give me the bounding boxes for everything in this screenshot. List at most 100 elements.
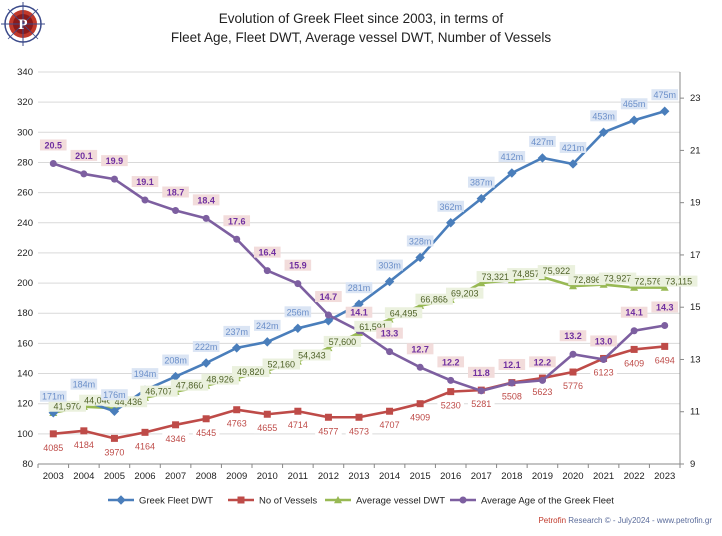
data-label: 421m <box>562 143 585 153</box>
data-label: 61,591 <box>359 322 387 332</box>
series-line <box>52 109 666 414</box>
data-point <box>459 496 467 504</box>
footer-text: Research © - July2024 - www.petrofin.gr <box>566 516 712 525</box>
y-left-tick-label: 300 <box>17 127 33 138</box>
data-label-bg <box>284 306 312 318</box>
data-label-bg <box>384 307 423 319</box>
data-label: 13.3 <box>381 329 399 339</box>
y-left-tick-label: 280 <box>17 157 33 168</box>
data-label: 13.0 <box>595 336 613 346</box>
data-label: 20.5 <box>45 140 63 150</box>
data-label: 17.6 <box>228 216 246 226</box>
data-point <box>202 415 210 423</box>
data-point <box>232 343 242 353</box>
data-label: 66,868 <box>420 295 448 305</box>
y-left-tick-label: 240 <box>17 218 33 229</box>
data-point <box>447 388 455 396</box>
x-tick-label: 2010 <box>257 471 278 482</box>
data-point <box>660 283 669 291</box>
data-label: 6409 <box>624 358 644 368</box>
data-label-bg <box>109 396 148 408</box>
data-point <box>416 363 424 371</box>
data-label: 5230 <box>441 401 461 411</box>
data-label: 72,576 <box>634 277 662 287</box>
y-right-tick-label: 15 <box>690 302 701 313</box>
data-point <box>49 430 57 438</box>
data-label-bg <box>70 149 98 161</box>
data-label: 4577 <box>318 426 338 436</box>
x-tick-label: 2006 <box>134 471 155 482</box>
data-label: 281m <box>348 283 371 293</box>
data-point <box>294 407 302 415</box>
data-point <box>172 207 180 215</box>
data-label: 4545 <box>196 428 216 438</box>
data-point <box>109 406 120 416</box>
plot-area: 80 100 120 140 160 180 200 220 240 260 280 300 320 34… <box>17 67 700 482</box>
y-left-tick-label: 340 <box>17 67 33 78</box>
y-right-tick-label: 23 <box>690 93 701 104</box>
data-label-bg <box>345 282 373 294</box>
data-label-bg <box>620 98 648 110</box>
x-tick-label: 2012 <box>318 471 339 482</box>
y-left-tick-label: 80 <box>22 459 33 470</box>
data-point <box>263 410 271 418</box>
data-label: 46,707 <box>145 387 173 397</box>
data-point <box>141 196 149 204</box>
data-point <box>202 214 210 222</box>
x-tick-label: 2021 <box>593 471 614 482</box>
data-point <box>477 387 485 395</box>
data-label-bg <box>406 411 434 423</box>
data-point <box>233 235 241 243</box>
data-label: 12.2 <box>534 357 552 367</box>
data-label: 49,820 <box>237 367 265 377</box>
data-label: 12.7 <box>411 344 429 354</box>
x-tick-label: 2013 <box>348 471 369 482</box>
data-label-bg <box>437 200 465 212</box>
data-label: 4085 <box>43 443 63 453</box>
data-label-bg <box>293 349 331 361</box>
data-label-bg <box>323 335 362 347</box>
x-tick-label: 2009 <box>226 471 247 482</box>
y-left-tick-label: 200 <box>17 278 33 289</box>
x-tick-label: 2022 <box>624 471 645 482</box>
data-label-bg <box>476 271 514 283</box>
data-point <box>630 327 638 335</box>
data-label-bg <box>467 366 495 378</box>
data-point <box>661 342 669 350</box>
data-label: 73,115 <box>665 277 692 287</box>
data-label: 4184 <box>74 440 94 450</box>
data-point <box>201 358 211 368</box>
data-label-bg <box>406 235 434 247</box>
data-point <box>507 168 517 178</box>
data-point <box>324 413 332 421</box>
data-point <box>386 407 394 415</box>
data-point <box>262 337 272 347</box>
data-label: 6494 <box>655 355 675 365</box>
x-tick-label: 2011 <box>288 471 308 482</box>
data-point <box>446 218 456 228</box>
y-left-tick-label: 100 <box>17 429 33 440</box>
x-tick-label: 2016 <box>440 471 461 482</box>
data-point <box>660 106 670 116</box>
data-label: 4164 <box>135 441 155 451</box>
data-label-bg <box>101 389 128 401</box>
data-label: 18.7 <box>167 188 185 198</box>
data-point <box>537 153 548 163</box>
data-point <box>110 434 118 442</box>
data-point <box>80 170 88 178</box>
data-label-bg <box>232 366 270 378</box>
data-point <box>294 280 302 288</box>
x-tick-label: 2020 <box>562 471 583 482</box>
footer-credit: Petrofin Research © - July2024 - www.pet… <box>538 516 712 525</box>
data-label: 47,860 <box>176 381 204 391</box>
data-label: 184m <box>73 380 96 390</box>
legend: Greek Fleet DWT No of Vessels Average vess… <box>108 495 614 507</box>
data-label-bg <box>101 155 128 167</box>
data-label: 4909 <box>410 413 430 423</box>
data-label: 4763 <box>227 419 247 429</box>
data-label: 14.1 <box>350 308 368 318</box>
data-label-bg <box>262 358 300 370</box>
y-right-tick-label: 19 <box>690 198 701 209</box>
data-point <box>600 355 608 363</box>
y-right-tick-label: 11 <box>690 407 700 418</box>
